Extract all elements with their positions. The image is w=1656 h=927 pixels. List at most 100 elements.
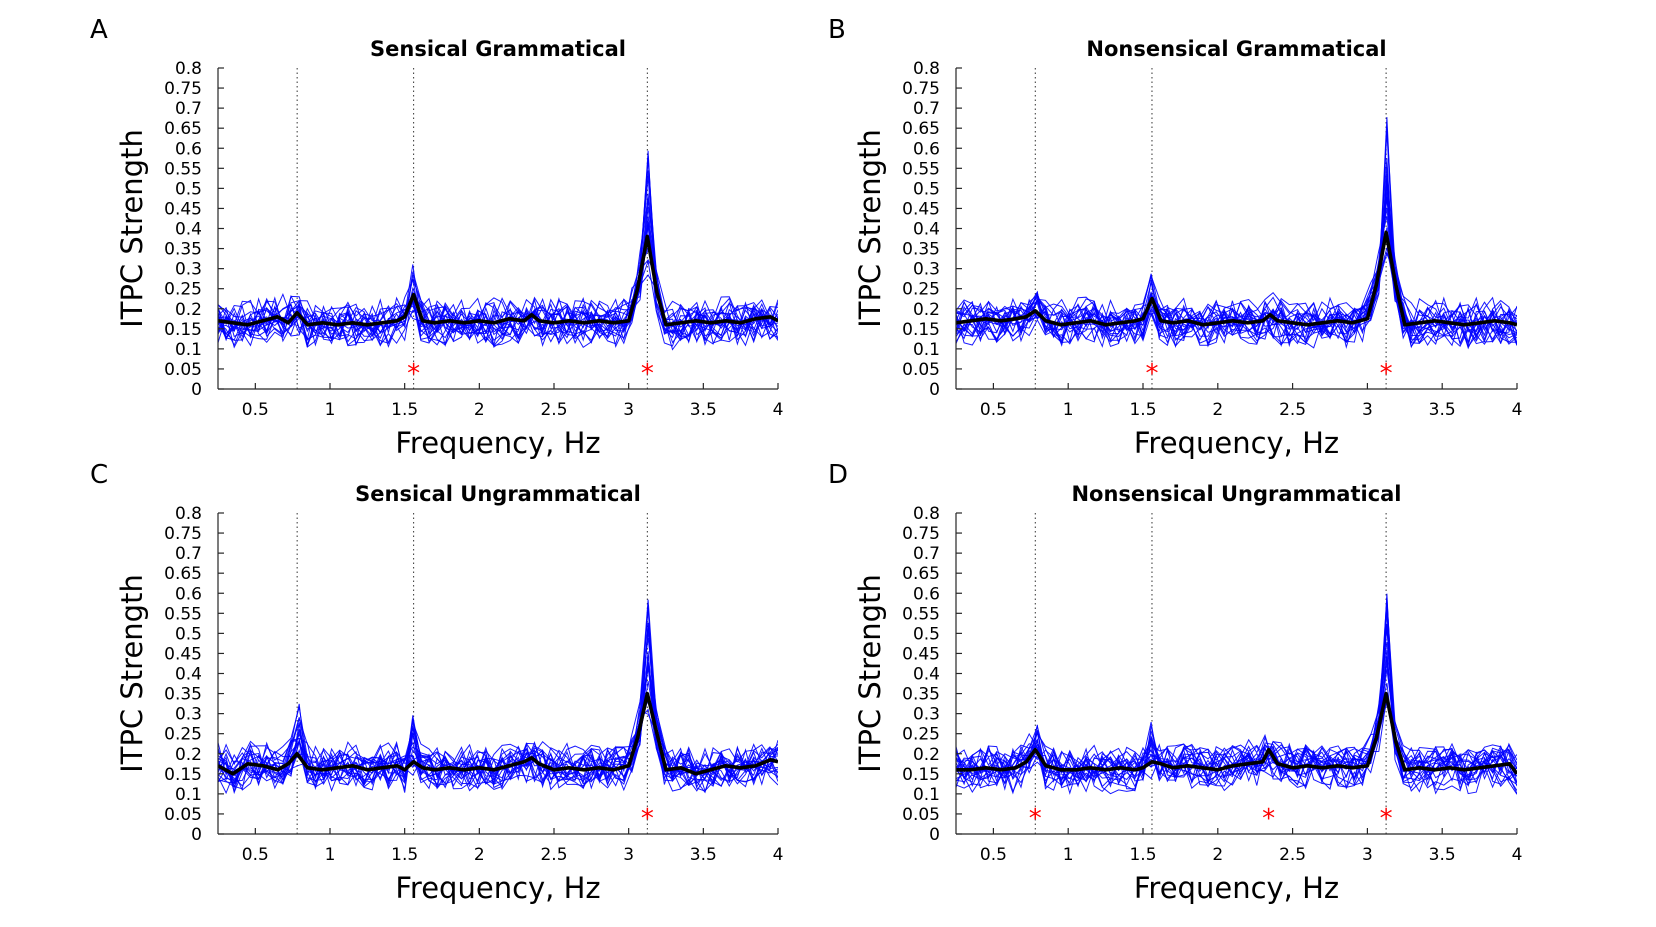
x-tick-label: 1 [325,400,336,420]
y-tick-label: 0.8 [913,59,940,79]
x-axis-label: Frequency, Hz [1134,426,1339,460]
y-tick-label: 0.2 [175,745,202,765]
x-tick-label: 1.5 [391,400,418,420]
mean-line [956,230,1517,327]
subject-line [218,258,778,342]
y-tick-label: 0.55 [164,604,202,624]
x-tick-label: 4 [1512,845,1523,865]
subject-line [956,117,1517,346]
y-tick-label: 0.35 [164,240,202,260]
y-tick-label: 0.7 [175,99,202,119]
y-tick-label: 0.55 [902,604,940,624]
y-tick-label: 0.45 [902,199,940,219]
y-tick-label: 0.15 [164,765,202,785]
x-tick-label: 2 [474,400,485,420]
y-tick-label: 0.2 [175,300,202,320]
y-tick-label: 0.05 [164,805,202,825]
y-tick-label: 0.05 [902,805,940,825]
mean-line [956,691,1517,775]
x-tick-label: 3 [1362,400,1373,420]
y-axis-label: ITPC Strength [115,574,149,773]
y-tick-label: 0.7 [175,544,202,564]
x-tick-label: 1 [1063,400,1074,420]
x-tick-label: 2.5 [540,400,567,420]
subject-line [218,625,778,793]
x-tick-label: 1 [325,845,336,865]
x-tick-label: 4 [1512,400,1523,420]
y-tick-label: 0.3 [175,260,202,280]
chart-title: Sensical Ungrammatical [355,482,641,506]
y-tick-label: 0.1 [175,340,202,360]
y-tick-label: 0.75 [902,524,940,544]
y-tick-label: 0.65 [902,119,940,139]
x-tick-label: 1.5 [1129,400,1156,420]
subject-lines [956,117,1517,350]
panel-letter: B [828,15,846,45]
subject-line [956,216,1517,340]
y-tick-label: 0.75 [164,524,202,544]
y-tick-label: 0 [929,825,940,845]
x-tick-label: 2 [1212,845,1223,865]
x-tick-label: 3.5 [690,400,717,420]
y-tick-label: 0.6 [913,139,940,159]
y-tick-label: 0.5 [913,179,940,199]
y-tick-label: 0.05 [902,360,940,380]
subject-line [218,622,778,792]
x-tick-label: 0.5 [980,400,1007,420]
x-tick-label: 2.5 [540,845,567,865]
y-axis-label: ITPC Strength [115,129,149,328]
x-tick-label: 3 [623,400,634,420]
x-tick-label: 2 [474,845,485,865]
x-tick-label: 3.5 [1429,400,1456,420]
mean-line [218,691,778,776]
subject-line [218,274,778,349]
y-tick-label: 0.8 [175,504,202,524]
y-axis-label: ITPC Strength [853,129,887,328]
subject-line [218,206,778,347]
subject-line [956,612,1517,785]
subject-line [218,651,778,795]
y-tick-label: 0.35 [902,240,940,260]
y-tick-label: 0.6 [175,584,202,604]
y-tick-label: 0.55 [164,159,202,179]
x-tick-label: 4 [773,400,784,420]
y-tick-label: 0.6 [913,584,940,604]
y-tick-label: 0.25 [164,725,202,745]
y-tick-label: 0.5 [175,624,202,644]
subject-line [218,225,778,348]
subject-line [956,197,1517,350]
x-tick-label: 3 [1362,845,1373,865]
x-tick-label: 2.5 [1279,845,1306,865]
panel-letter: A [90,15,108,45]
y-tick-label: 0.7 [913,544,940,564]
y-tick-label: 0.25 [902,280,940,300]
y-tick-label: 0.65 [164,564,202,584]
y-tick-label: 0.65 [902,564,940,584]
subject-line [956,601,1517,788]
y-tick-label: 0 [191,380,202,400]
subject-lines [218,599,778,795]
y-tick-label: 0.5 [913,624,940,644]
subject-line [218,158,778,342]
x-tick-label: 2 [1212,400,1223,420]
y-tick-label: 0 [191,825,202,845]
x-axis-label: Frequency, Hz [395,426,600,460]
y-tick-label: 0.15 [164,320,202,340]
y-tick-label: 0.75 [164,79,202,99]
y-tick-label: 0.25 [164,280,202,300]
x-tick-label: 1.5 [391,845,418,865]
x-tick-label: 3 [623,845,634,865]
significance-marker: * [407,359,420,389]
subject-line [218,155,778,351]
x-tick-label: 0.5 [242,845,269,865]
y-tick-label: 0.2 [913,300,940,320]
y-tick-label: 0.4 [913,665,940,685]
y-tick-label: 0.5 [175,179,202,199]
subject-line [956,192,1517,342]
y-tick-label: 0.45 [164,644,202,664]
significance-marker: * [1145,359,1158,389]
y-axis-label: ITPC Strength [853,574,887,773]
y-tick-label: 0 [929,380,940,400]
y-tick-label: 0.35 [164,685,202,705]
